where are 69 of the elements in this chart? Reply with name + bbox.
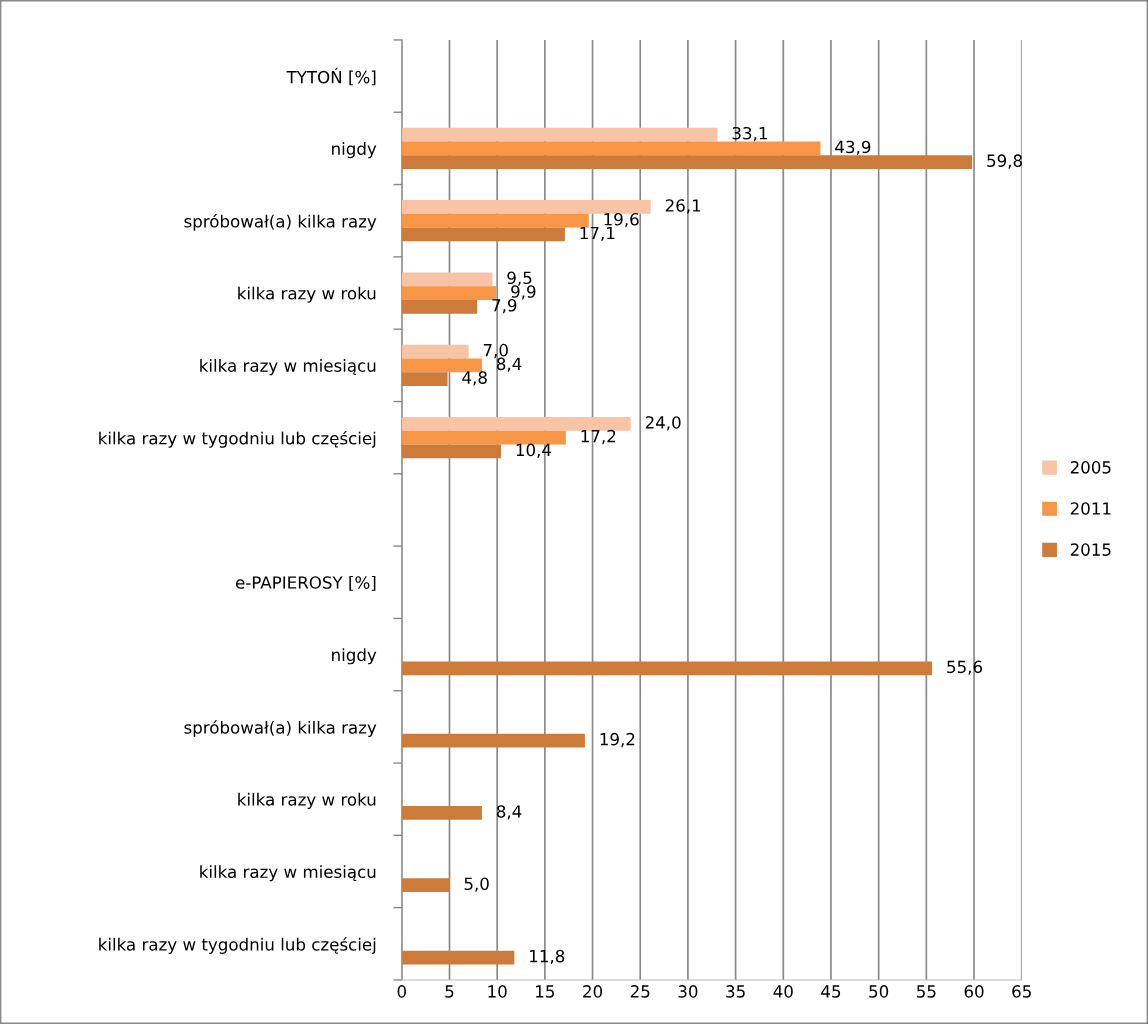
bar — [401, 358, 482, 373]
data-label: 11,8 — [530, 949, 565, 965]
x-tick-label: 0 — [397, 985, 406, 998]
x-tick-label: 15 — [536, 985, 555, 998]
bar — [401, 272, 493, 287]
data-label: 19,2 — [600, 732, 635, 748]
bar — [401, 200, 651, 214]
data-label: 4,8 — [462, 371, 487, 386]
data-label: 43,9 — [835, 140, 871, 155]
y-tick-label: kilka razy w roku — [238, 286, 376, 303]
y-tick-label: spróbował(a) kilka razy — [184, 720, 377, 738]
data-label: 17,1 — [580, 226, 615, 241]
bar — [401, 733, 585, 748]
x-tick-label: 35 — [726, 985, 745, 998]
x-tick-label: 55 — [917, 985, 936, 998]
data-label: 59,8 — [987, 154, 1022, 169]
y-tick-label: nigdy — [332, 142, 377, 159]
data-label: 5,0 — [464, 877, 489, 892]
bar — [401, 878, 450, 893]
data-label: 24,0 — [645, 416, 681, 431]
bar — [401, 661, 933, 676]
y-tick-label: kilka razy w miesiącu — [200, 359, 376, 376]
bar — [401, 444, 501, 459]
bar — [401, 213, 589, 228]
legend-label: 2005 — [1070, 461, 1111, 474]
y-tick-label: TYTOŃ [%] — [286, 67, 376, 86]
x-tick-label: 50 — [869, 985, 889, 998]
y-tick-label: kilka razy w miesiącu — [200, 865, 376, 882]
bar — [401, 950, 515, 965]
y-tick-label: e-PAPIEROSY [%] — [235, 575, 376, 591]
x-tick-label: 65 — [1012, 985, 1031, 998]
bar — [401, 286, 497, 300]
data-label: 8,4 — [496, 357, 522, 372]
x-tick-label: 20 — [583, 985, 603, 998]
data-label: 17,2 — [581, 429, 616, 445]
bar — [401, 806, 482, 820]
y-tick-label: nigdy — [332, 648, 377, 665]
y-tick-label: kilka razy w tygodniu lub częściej — [99, 430, 376, 448]
x-tick-label: 30 — [678, 985, 698, 998]
data-label: 7,9 — [492, 298, 517, 314]
data-label: 33,1 — [732, 126, 767, 142]
bar — [401, 127, 718, 142]
data-label: 7,0 — [483, 343, 508, 359]
data-label: 8,4 — [496, 805, 522, 820]
bar — [401, 417, 631, 431]
data-label: 10,4 — [516, 443, 552, 458]
bar — [401, 372, 448, 386]
legend-label: 2011 — [1070, 502, 1111, 515]
x-tick-label: 45 — [821, 985, 841, 998]
bar — [401, 155, 973, 170]
bar — [401, 344, 469, 359]
data-label: 9,9 — [511, 285, 536, 300]
bar — [401, 299, 478, 314]
y-tick-label: kilka razy w tygodniu lub częściej — [99, 937, 376, 954]
x-tick-label: 60 — [964, 985, 984, 998]
bar — [401, 227, 565, 242]
x-tick-label: 10 — [488, 985, 507, 998]
data-label: 55,6 — [947, 660, 983, 675]
data-label: 19,6 — [604, 212, 639, 228]
x-tick-label: 40 — [773, 985, 793, 998]
data-label: 9,5 — [507, 271, 532, 286]
data-label: 26,1 — [665, 199, 701, 214]
x-tick-label: 25 — [630, 985, 650, 998]
bar — [401, 141, 821, 156]
y-tick-label: spróbował(a) kilka razy — [184, 214, 377, 231]
bar — [401, 430, 566, 445]
y-tick-label: kilka razy w roku — [238, 792, 376, 809]
x-tick-label: 5 — [445, 985, 454, 998]
legend-label: 2015 — [1070, 543, 1111, 556]
